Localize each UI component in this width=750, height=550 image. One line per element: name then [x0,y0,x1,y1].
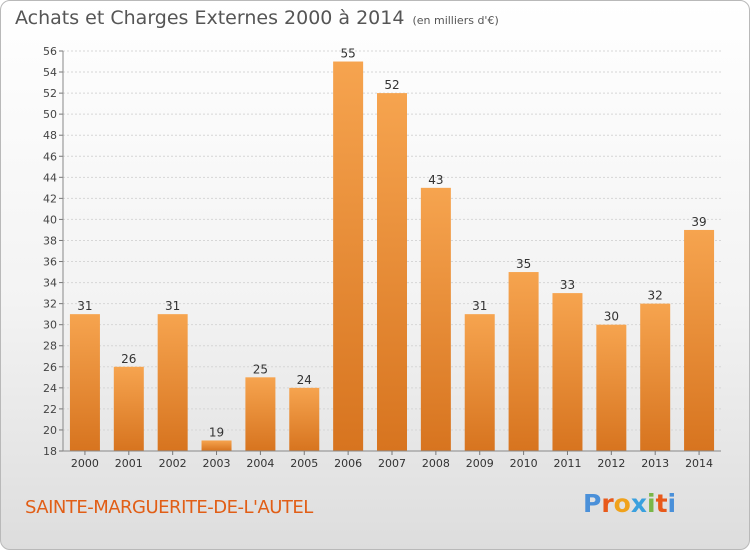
x-tick-label: 2012 [597,457,625,470]
y-tick-label: 48 [43,129,57,142]
chart-unit: (en milliers d'€) [412,14,499,27]
data-label: 52 [384,78,399,92]
chart-title: Achats et Charges Externes 2000 à 2014 [15,7,405,29]
chart-title-block: Achats et Charges Externes 2000 à 2014 (e… [15,7,499,29]
data-label: 55 [340,47,355,61]
x-tick-label: 2002 [159,457,187,470]
y-tick-label: 50 [43,108,57,121]
brand-letter: o [613,489,631,518]
y-tick-label: 32 [43,298,57,311]
x-tick-label: 2003 [203,457,231,470]
bar [420,187,451,451]
bar [69,314,100,451]
brand-letter: P [583,489,602,518]
x-tick-label: 2014 [685,457,713,470]
y-tick-label: 54 [43,66,57,79]
brand-letter: i [647,489,656,518]
bar [684,229,715,451]
commune-name: SAINTE-MARGUERITE-DE-L'AUTEL [25,497,313,518]
bar [201,440,232,451]
bar [640,303,671,451]
y-tick-label: 40 [43,213,57,226]
axes: 18 20 22 24 26 28 30 32 34 36 38 40 42 44 46 48 50 52 54 56… [43,45,721,470]
y-tick-label: 46 [43,150,57,163]
data-label: 33 [560,278,575,292]
brand-letter: t [655,489,668,518]
bar [596,324,627,451]
data-label: 31 [472,299,487,313]
y-tick-label: 30 [43,319,57,332]
x-tick-label: 2010 [510,457,538,470]
x-tick-label: 2008 [422,457,450,470]
brand-letter: i [667,489,677,518]
x-tick-label: 2009 [466,457,494,470]
bar [289,387,320,451]
y-tick-label: 22 [43,403,57,416]
bar [333,61,364,452]
x-tick-label: 2000 [71,457,99,470]
data-label: 25 [253,362,268,376]
bar [508,272,539,451]
y-tick-label: 24 [43,382,57,395]
x-tick-label: 2001 [115,457,143,470]
y-tick-label: 44 [43,171,57,184]
data-label: 30 [604,310,619,324]
y-tick-label: 56 [43,45,57,58]
x-tick-label: 2005 [290,457,318,470]
data-label: 39 [691,215,706,229]
y-tick-label: 28 [43,340,57,353]
y-tick-label: 26 [43,361,57,374]
y-tick-label: 52 [43,87,57,100]
data-label: 31 [165,299,180,313]
data-labels: 31 26 31 19 25 24 55 52 43 31 35 33 30 32 39 [77,47,706,440]
y-tick-label: 38 [43,234,57,247]
x-tick-label: 2006 [334,457,362,470]
bars [69,61,715,452]
brand-letter: x [630,489,647,518]
data-label: 19 [209,425,224,439]
bar [157,314,188,451]
y-tick-label: 36 [43,256,57,269]
data-label: 32 [648,289,663,303]
proxiti-logo[interactable]: Proxiti [583,489,676,518]
bar [464,314,495,451]
data-label: 43 [428,173,443,187]
y-tick-label: 42 [43,192,57,205]
data-label: 26 [121,352,136,366]
x-tick-label: 2004 [246,457,274,470]
data-label: 35 [516,257,531,271]
x-tick-label: 2013 [641,457,669,470]
y-tick-label: 18 [43,445,57,458]
x-tick-label: 2007 [378,457,406,470]
bar [113,366,144,451]
bar [245,377,276,451]
x-tick-label: 2011 [553,457,581,470]
y-tick-label: 20 [43,424,57,437]
bar [377,93,407,452]
data-label: 24 [297,373,312,387]
data-label: 31 [77,299,92,313]
brand-letter: r [601,489,614,518]
bar [552,293,583,451]
y-tick-label: 34 [43,277,57,290]
